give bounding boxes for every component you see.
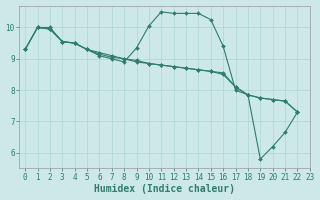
X-axis label: Humidex (Indice chaleur): Humidex (Indice chaleur) xyxy=(94,184,235,194)
